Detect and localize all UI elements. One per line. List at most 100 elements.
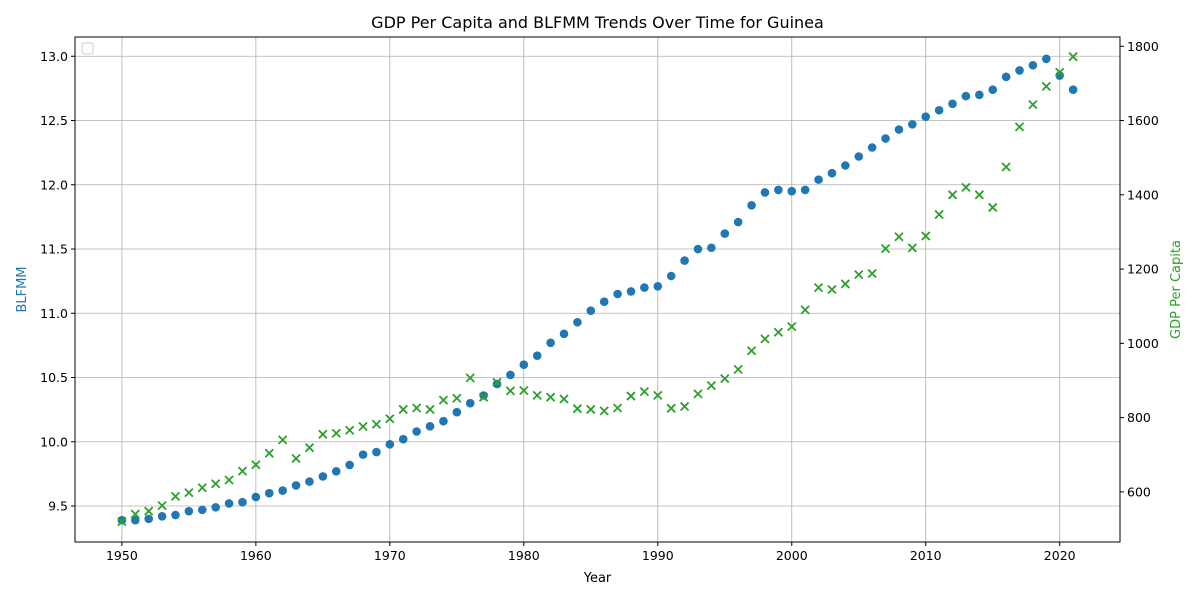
gdp-point bbox=[653, 390, 663, 400]
gdp-point bbox=[224, 475, 234, 485]
left-y-tick-label: 10.5 bbox=[40, 370, 68, 385]
gdp-point bbox=[746, 346, 757, 356]
blfmm-point bbox=[1015, 66, 1024, 75]
blfmm-point bbox=[559, 329, 569, 339]
gdp-point bbox=[505, 386, 516, 396]
blfmm-point bbox=[707, 243, 716, 253]
blfmm-point bbox=[720, 229, 730, 238]
gdp-point bbox=[572, 404, 583, 414]
blfmm-point bbox=[157, 512, 167, 521]
gdp-point bbox=[411, 403, 422, 413]
gdp-point bbox=[706, 381, 717, 391]
blfmm-point bbox=[854, 152, 864, 161]
blfmm-point bbox=[921, 112, 931, 121]
gdp-point bbox=[559, 394, 569, 404]
blfmm-point bbox=[1001, 72, 1011, 82]
right-y-tick-label: 1800 bbox=[1127, 39, 1159, 54]
gdp-point bbox=[371, 419, 382, 429]
gdp-point bbox=[840, 279, 850, 289]
blfmm-point bbox=[305, 477, 314, 486]
blfmm-point bbox=[934, 105, 944, 115]
blfmm-point bbox=[573, 317, 582, 327]
gdp-point bbox=[331, 428, 341, 438]
blfmm-series bbox=[117, 54, 1078, 525]
gdp-point bbox=[278, 435, 288, 445]
gdp-point bbox=[626, 391, 636, 401]
blfmm-point bbox=[117, 515, 127, 525]
right-y-axis-label: GDP Per Capita bbox=[1169, 240, 1184, 339]
gdp-point bbox=[666, 403, 676, 413]
gdp-point bbox=[1001, 162, 1011, 172]
left-y-tick-label: 10.0 bbox=[40, 434, 68, 449]
blfmm-point bbox=[439, 416, 448, 426]
legend-box bbox=[81, 42, 94, 55]
gdp-point bbox=[345, 425, 355, 435]
blfmm-point bbox=[492, 379, 502, 389]
gdp-point bbox=[438, 395, 449, 405]
left-y-tick-label: 12.0 bbox=[40, 177, 68, 192]
blfmm-point bbox=[961, 91, 971, 101]
gdp-point bbox=[586, 404, 596, 415]
blfmm-point bbox=[130, 515, 140, 525]
blfmm-point bbox=[532, 351, 542, 360]
blfmm-point bbox=[412, 427, 421, 436]
gdp-point bbox=[545, 392, 556, 402]
blfmm-point bbox=[599, 297, 609, 307]
blfmm-point bbox=[760, 188, 770, 197]
x-tick-label: 1970 bbox=[374, 548, 406, 563]
blfmm-point bbox=[908, 120, 917, 129]
gdp-point bbox=[1041, 81, 1051, 92]
blfmm-point bbox=[975, 90, 984, 100]
blfmm-point bbox=[452, 407, 462, 417]
blfmm-point bbox=[586, 306, 596, 316]
gdp-series bbox=[117, 52, 1078, 527]
x-tick-label: 1950 bbox=[106, 548, 138, 563]
gdp-point bbox=[1014, 122, 1025, 132]
blfmm-point bbox=[733, 217, 743, 227]
left-y-tick-label: 11.0 bbox=[40, 306, 68, 321]
x-tick-label: 1990 bbox=[642, 548, 674, 563]
blfmm-point bbox=[372, 447, 381, 457]
left-y-tick-label: 11.5 bbox=[40, 242, 68, 257]
gdp-point bbox=[385, 414, 395, 424]
x-tick-label: 1980 bbox=[508, 548, 540, 563]
gdp-point bbox=[425, 404, 435, 415]
gdp-point bbox=[519, 385, 529, 396]
blfmm-point bbox=[425, 422, 435, 431]
gdp-point bbox=[693, 389, 703, 399]
gdp-point bbox=[974, 190, 984, 200]
blfmm-point bbox=[841, 161, 850, 170]
gdp-point bbox=[304, 443, 315, 453]
blfmm-point bbox=[666, 271, 676, 281]
gdp-point bbox=[813, 283, 824, 293]
gdp-point bbox=[211, 479, 221, 489]
blfmm-point bbox=[988, 85, 998, 94]
blfmm-point bbox=[291, 481, 301, 490]
left-y-axis-label: BLFMM bbox=[15, 266, 30, 312]
gdp-point bbox=[760, 334, 770, 344]
chart-title: GDP Per Capita and BLFMM Trends Over Tim… bbox=[371, 13, 824, 32]
gdp-point bbox=[787, 321, 797, 332]
left-y-axis-ticks: 9.5 10.0 10.5 11.0 11.5 12.0 12.5 13.0 bbox=[40, 49, 75, 514]
gdp-point bbox=[184, 487, 194, 498]
blfmm-point bbox=[465, 398, 475, 408]
blfmm-point bbox=[693, 244, 703, 254]
gdp-point bbox=[988, 202, 998, 213]
left-y-tick-label: 12.5 bbox=[40, 113, 68, 128]
gdp-point bbox=[612, 403, 623, 413]
blfmm-point bbox=[345, 460, 354, 470]
gdp-point bbox=[478, 392, 489, 402]
gdp-point bbox=[733, 364, 743, 374]
gdp-point bbox=[117, 516, 127, 527]
gdp-point bbox=[398, 404, 408, 415]
blfmm-point bbox=[800, 185, 810, 195]
left-y-tick-label: 9.5 bbox=[48, 499, 68, 514]
blfmm-point bbox=[264, 488, 274, 498]
blfmm-point bbox=[894, 125, 904, 134]
right-y-tick-label: 600 bbox=[1127, 484, 1151, 499]
gdp-point bbox=[197, 483, 207, 493]
gdp-point bbox=[961, 182, 971, 193]
gdp-point bbox=[237, 466, 248, 476]
gdp-point bbox=[291, 453, 301, 464]
